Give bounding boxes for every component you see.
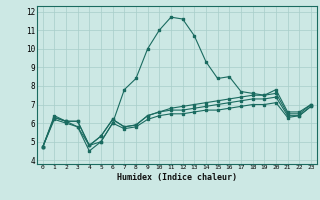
X-axis label: Humidex (Indice chaleur): Humidex (Indice chaleur) — [117, 173, 237, 182]
